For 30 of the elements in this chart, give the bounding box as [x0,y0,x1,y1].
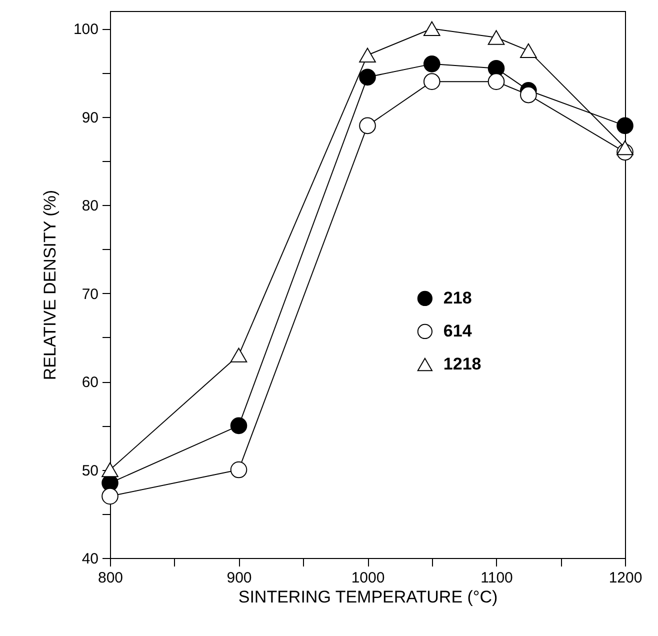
x-tick-label: 800 [98,570,124,586]
point [230,348,248,362]
point [488,73,505,90]
y-tick-label: 100 [73,21,98,38]
y-tick-label: 70 [82,286,98,303]
y-tick-label: 90 [82,109,98,126]
legend-label: 218 [443,288,472,308]
point [520,43,537,58]
y-tick-label: 60 [82,374,98,392]
point [520,86,537,104]
point [616,117,634,134]
point [102,462,118,478]
point [423,56,440,72]
legend-label: 1218 [443,354,482,374]
point [230,417,248,434]
point [423,21,440,36]
legend-label: 614 [443,321,472,340]
y-tick-label: 50 [82,462,98,480]
y-tick-label: 40 [82,550,98,568]
x-tick-label: 1200 [608,570,642,586]
y-axis-title: RELATIVE DENSITY (%) [40,190,60,380]
point [359,68,376,86]
x-tick-label: 1100 [480,570,513,586]
y-tick-label: 80 [82,198,98,215]
x-tick-label: 1000 [351,570,385,586]
point [488,30,505,45]
x-axis-title: SINTERING TEMPERATURE (°C) [238,588,498,606]
point [359,48,376,62]
x-tick-label: 900 [226,570,252,586]
point [616,140,634,156]
